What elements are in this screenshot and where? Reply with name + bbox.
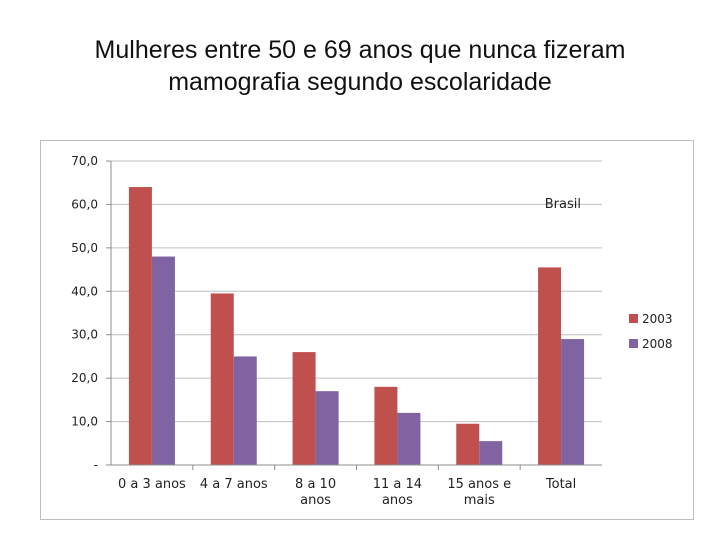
y-tick-label: 20,0 [71,371,98,385]
bar-2003-3 [374,386,398,465]
bar-2008-0 [151,256,175,465]
x-category-label: 8 a 10 [295,477,336,492]
y-tick-label: 70,0 [71,154,98,168]
y-tick-label: 40,0 [71,284,98,298]
x-category-label: 11 a 14 [373,477,422,492]
title-line-2: mamografia segundo escolaridade [168,68,552,96]
bar-2003-1 [210,293,234,465]
bar-2003-0 [128,187,152,466]
legend-swatch-2003 [629,314,638,323]
bar-2003-4 [456,423,480,465]
bar-2008-2 [315,391,339,465]
y-tick-label: 50,0 [71,241,98,255]
title-line-1: Mulheres entre 50 e 69 anos que nunca fi… [94,36,626,64]
bar-2008-3 [397,412,421,465]
x-category-label: anos [300,493,331,508]
x-category-label: 15 anos e [447,477,511,492]
x-category-label: 0 a 3 anos [118,477,186,492]
y-tick-label: 30,0 [71,328,98,342]
y-tick-label: - [94,458,98,472]
bar-chart: - 10,0 20,0 30,0 40,0 50,0 60,0 70,0 0 a 3 anos 4… [71,154,673,508]
x-category-label: 4 a 7 anos [200,477,268,492]
legend-label-2003: 2003 [642,312,673,326]
y-tick-label: 10,0 [71,415,98,429]
chart-annotation: Brasil [545,197,581,212]
x-category-label: mais [464,493,495,508]
legend-swatch-2008 [629,339,638,348]
bar-2008-1 [233,356,257,465]
x-category-label: Total [545,477,576,492]
bar-2003-5 [538,267,562,465]
y-tick-label: 60,0 [71,197,98,211]
chart-frame: - 10,0 20,0 30,0 40,0 50,0 60,0 70,0 0 a 3 anos 4… [40,140,694,520]
bar-2003-2 [292,352,316,465]
legend-label-2008: 2008 [642,337,673,351]
page-title: Mulheres entre 50 e 69 anos que nunca fi… [0,34,720,98]
x-category-label: anos [382,493,413,508]
bar-2008-4 [479,441,503,465]
bar-2008-5 [561,339,585,465]
